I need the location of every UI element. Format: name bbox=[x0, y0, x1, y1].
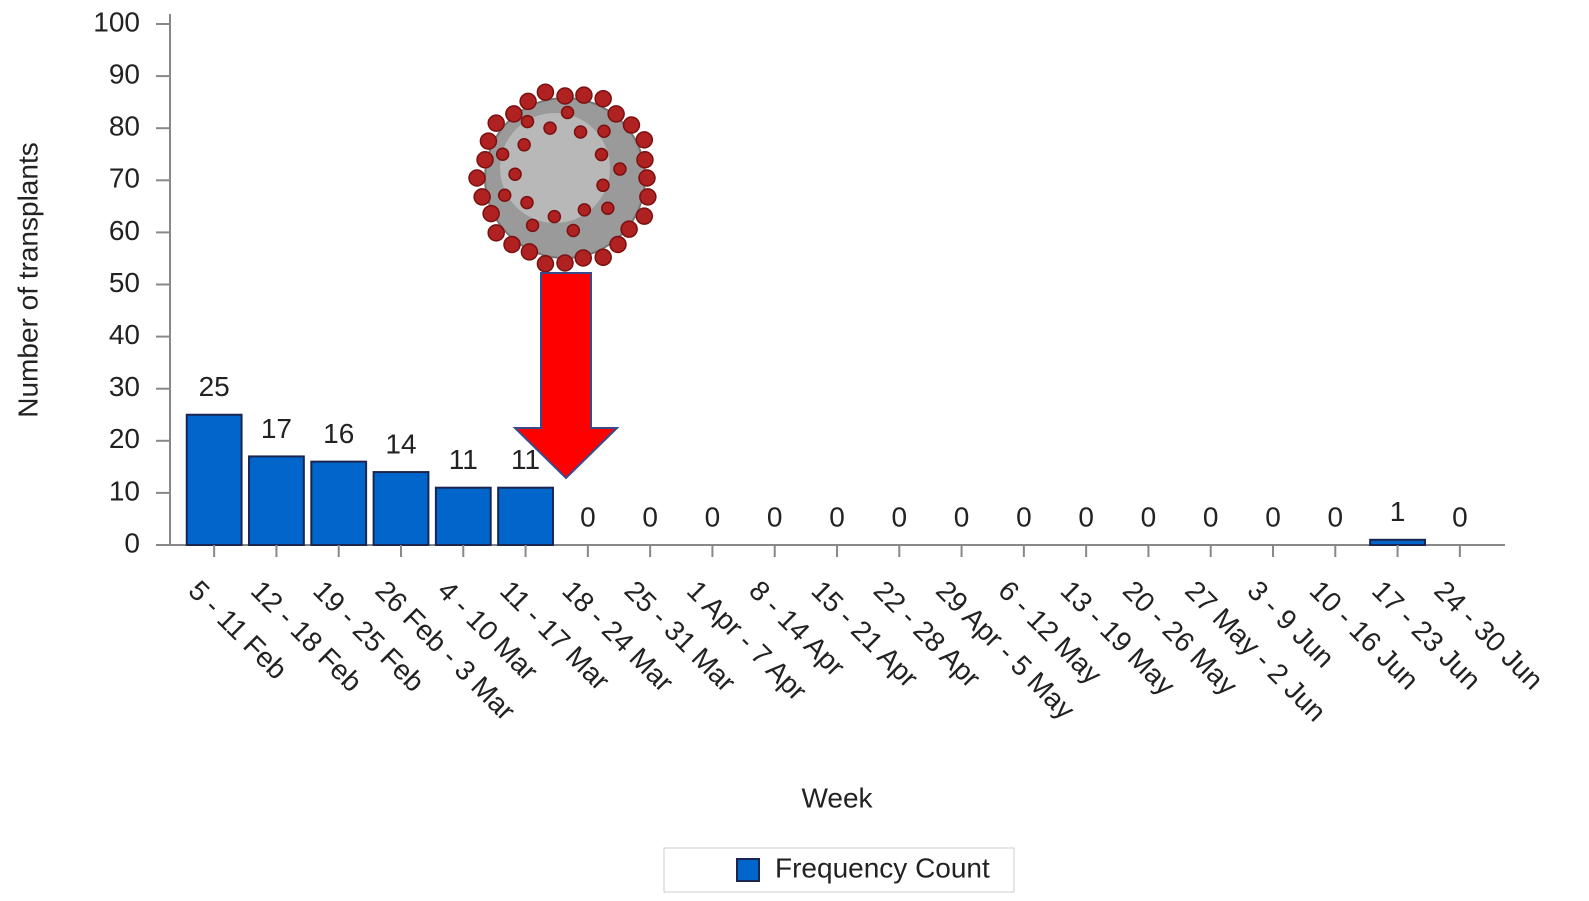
virus-spike bbox=[636, 151, 654, 169]
virus-spike bbox=[609, 235, 627, 254]
data-label: 0 bbox=[891, 501, 907, 532]
data-label: 0 bbox=[1078, 501, 1094, 532]
x-axis-label: Week bbox=[801, 782, 873, 813]
virus-spike bbox=[473, 188, 491, 206]
data-label: 0 bbox=[1327, 501, 1343, 532]
virus-spike bbox=[622, 116, 641, 134]
virus-spike bbox=[508, 167, 522, 181]
data-label: 0 bbox=[1452, 501, 1468, 532]
bar bbox=[185, 413, 243, 546]
virus-spike bbox=[495, 147, 510, 162]
virus-spike bbox=[597, 124, 611, 138]
bar bbox=[248, 455, 305, 546]
bar bbox=[1369, 538, 1426, 546]
red-arrow bbox=[512, 272, 620, 480]
virus-spike bbox=[574, 249, 592, 267]
y-tick-label: 50 bbox=[109, 267, 140, 298]
virus-illustration bbox=[468, 83, 657, 273]
y-tick-label: 60 bbox=[109, 215, 140, 246]
y-tick-label: 40 bbox=[109, 319, 140, 350]
data-label: 16 bbox=[323, 418, 354, 449]
y-tick-label: 100 bbox=[93, 6, 140, 37]
virus-spike bbox=[560, 105, 575, 120]
virus-spike bbox=[482, 204, 500, 223]
virus-spike bbox=[520, 243, 539, 261]
virus-spike bbox=[607, 105, 625, 123]
data-label: 0 bbox=[954, 501, 970, 532]
bar bbox=[372, 471, 430, 546]
y-tick-label: 0 bbox=[124, 527, 140, 558]
y-tick-label: 20 bbox=[109, 423, 140, 454]
virus-spike bbox=[613, 162, 627, 176]
virus-spike bbox=[556, 87, 574, 105]
data-label: 11 bbox=[511, 444, 540, 475]
virus-spike bbox=[635, 131, 654, 149]
virus-spike bbox=[503, 235, 521, 254]
y-tick-label: 30 bbox=[109, 371, 140, 402]
virus-spike bbox=[573, 125, 588, 139]
virus-spike bbox=[556, 254, 574, 272]
virus-spike bbox=[566, 223, 581, 238]
virus-spike bbox=[497, 188, 512, 203]
bar bbox=[497, 486, 554, 547]
virus-spike bbox=[468, 169, 486, 187]
data-label: 0 bbox=[1141, 501, 1157, 532]
virus-spike bbox=[525, 218, 540, 233]
data-label: 0 bbox=[1265, 501, 1281, 532]
virus-spike bbox=[639, 188, 657, 206]
data-label: 0 bbox=[580, 501, 596, 532]
data-label: 0 bbox=[1016, 501, 1032, 532]
data-label: 0 bbox=[1203, 501, 1219, 532]
bar bbox=[434, 486, 492, 547]
virus-spike bbox=[520, 195, 534, 210]
virus-spike bbox=[536, 83, 555, 101]
data-label: 0 bbox=[767, 501, 783, 532]
virus-spike bbox=[543, 121, 557, 135]
virus-spike bbox=[536, 255, 555, 273]
virus-spike bbox=[519, 92, 537, 111]
virus-spike bbox=[594, 248, 612, 267]
virus-spike bbox=[594, 89, 612, 108]
data-label: 0 bbox=[829, 501, 845, 532]
virus-spike bbox=[601, 201, 615, 216]
data-label: 0 bbox=[642, 501, 658, 532]
y-tick-label: 70 bbox=[109, 163, 140, 194]
virus-spike bbox=[596, 178, 610, 193]
data-label: 11 bbox=[449, 444, 478, 475]
virus-spike bbox=[547, 209, 562, 224]
data-label: 25 bbox=[199, 371, 230, 402]
virus-spike bbox=[620, 220, 638, 238]
virus-spike bbox=[638, 169, 656, 187]
virus-spike bbox=[479, 132, 498, 150]
data-label: 1 bbox=[1390, 496, 1406, 527]
virus-spike bbox=[577, 203, 592, 217]
y-tick-label: 10 bbox=[109, 475, 140, 506]
virus-spike bbox=[476, 151, 494, 169]
y-axis-label: Number of transplants bbox=[12, 142, 43, 417]
virus-spike bbox=[635, 207, 654, 225]
y-tick-label: 80 bbox=[109, 111, 140, 142]
virus-spike bbox=[487, 224, 505, 242]
virus-spike bbox=[487, 114, 505, 132]
virus-spike bbox=[575, 86, 593, 104]
legend-label: Frequency Count bbox=[775, 852, 990, 883]
data-label: 17 bbox=[261, 413, 292, 444]
y-tick-label: 90 bbox=[109, 58, 140, 89]
data-label: 0 bbox=[705, 501, 721, 532]
virus-spike bbox=[520, 114, 535, 129]
virus-spike bbox=[517, 138, 531, 152]
legend-box bbox=[663, 847, 1015, 893]
virus-spike bbox=[594, 147, 609, 162]
bar bbox=[310, 460, 368, 547]
legend-swatch bbox=[736, 858, 760, 882]
data-label: 14 bbox=[385, 428, 416, 459]
virus-spike bbox=[505, 105, 523, 123]
